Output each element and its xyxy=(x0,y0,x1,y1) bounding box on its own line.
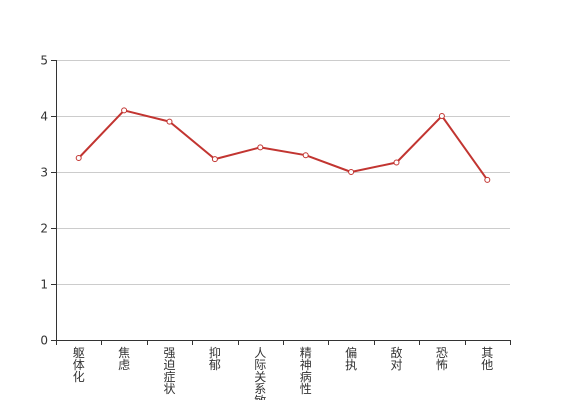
x-tick-label: 敌对 xyxy=(390,345,402,372)
y-tick-label: 1 xyxy=(40,278,48,292)
data-point xyxy=(438,113,445,119)
x-tick-label: 人际关系敏感 xyxy=(254,346,266,400)
x-tick-label: 焦虑 xyxy=(118,346,130,372)
x-tick-label: 抑郁 xyxy=(209,345,221,372)
data-point xyxy=(302,152,309,159)
axes: 0 1 2 3 4 5 躯体化 焦虑 强迫症状 抑郁 人际关系敏感 精神病性 偏执 敌对 恐怖 其他 xyxy=(40,54,511,404)
y-tick-label: 5 xyxy=(40,54,48,68)
x-tick-label: 强迫症状 xyxy=(163,346,175,396)
x-tick-label: 其他 xyxy=(481,346,493,372)
data-point xyxy=(211,156,218,163)
y-tick-label: 0 xyxy=(40,334,48,348)
y-tick-label: 4 xyxy=(40,110,48,124)
x-tick-label: 偏执 xyxy=(345,345,357,372)
data-point xyxy=(348,169,355,175)
data-point xyxy=(75,155,82,161)
grid-lines xyxy=(56,60,510,285)
data-point xyxy=(166,118,173,125)
y-tick-label: 2 xyxy=(40,222,48,236)
series-line xyxy=(77,109,489,181)
x-tick-label: 恐怖 xyxy=(436,346,448,372)
series xyxy=(75,107,491,183)
data-point xyxy=(484,176,491,183)
y-tick-label: 3 xyxy=(40,166,48,180)
x-tick-label: 精神病性 xyxy=(300,346,312,396)
data-point xyxy=(257,144,264,151)
data-point xyxy=(393,159,400,166)
x-tick-label: 躯体化 xyxy=(73,345,85,384)
data-point xyxy=(121,107,128,114)
